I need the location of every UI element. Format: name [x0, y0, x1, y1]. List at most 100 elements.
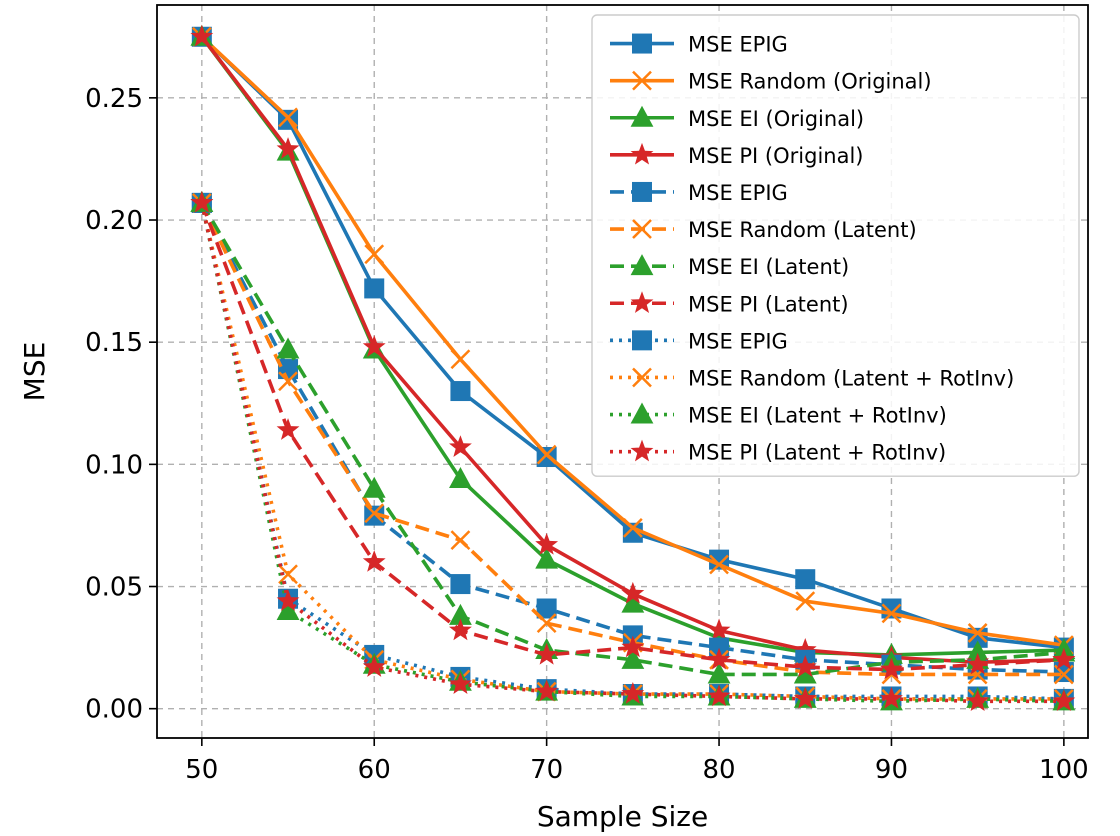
- data-point: [450, 530, 471, 550]
- data-point: [364, 505, 385, 526]
- legend-item: MSE PI (Latent + RotInv): [610, 439, 946, 465]
- legend-label: MSE EI (Latent): [688, 255, 849, 279]
- legend-label: MSE PI (Original): [688, 144, 864, 168]
- data-point: [190, 24, 214, 47]
- data-point: [622, 517, 643, 538]
- data-point: [621, 591, 645, 613]
- legend-item: MSE Random (Original): [610, 70, 932, 94]
- legend-label: MSE Random (Original): [688, 70, 932, 94]
- legend-marker: [630, 291, 654, 313]
- data-point: [1052, 647, 1076, 670]
- data-point: [536, 447, 557, 468]
- data-point: [535, 679, 559, 702]
- data-point: [709, 637, 730, 658]
- legend-marker: [632, 219, 652, 239]
- legend-label: MSE EPIG: [688, 181, 788, 205]
- data-point: [966, 689, 990, 712]
- data-point: [621, 581, 645, 604]
- y-tick-label: 0.00: [85, 695, 143, 725]
- data-point: [707, 684, 731, 707]
- legend-item: MSE EPIG: [610, 181, 788, 205]
- y-tick-label: 0.05: [85, 573, 143, 603]
- data-point: [276, 137, 300, 159]
- legend-marker: [630, 105, 654, 127]
- data-point: [362, 476, 386, 498]
- series-mse-pi-latent-dashed: [190, 190, 1076, 680]
- data-point: [449, 618, 472, 641]
- y-tick-label: 0.25: [85, 84, 143, 114]
- legend-item: MSE Random (Latent): [610, 218, 917, 242]
- legend-marker: [632, 33, 652, 54]
- data-point: [967, 623, 988, 643]
- legend-item: MSE EPIG: [610, 33, 788, 57]
- data-point: [362, 335, 386, 357]
- series-mse-random-original-solid: [191, 26, 1074, 656]
- legend-label: MSE EI (Original): [688, 107, 864, 131]
- legend-marker: [632, 181, 652, 202]
- legend-label: MSE PI (Latent + RotInv): [688, 441, 946, 465]
- data-point: [276, 589, 300, 611]
- legend-label: MSE EPIG: [688, 33, 788, 57]
- data-point: [793, 638, 817, 660]
- data-point: [450, 381, 471, 402]
- legend-label: MSE EPIG: [688, 329, 788, 353]
- series-line: [200, 202, 1064, 672]
- data-point: [278, 371, 298, 392]
- legend-marker: [630, 142, 654, 165]
- data-point: [362, 550, 386, 572]
- x-tick-label: 100: [1039, 755, 1089, 785]
- data-point: [449, 467, 472, 489]
- data-point: [278, 107, 298, 128]
- data-point: [621, 647, 645, 669]
- data-point: [278, 359, 299, 380]
- data-point: [536, 613, 557, 634]
- data-point: [621, 682, 645, 704]
- x-tick-label: 60: [358, 755, 391, 785]
- data-point: [536, 598, 557, 619]
- legend-label: MSE Random (Latent): [688, 218, 917, 242]
- legend-item: MSE Random (Latent + RotInv): [610, 366, 1014, 390]
- legend-item: MSE EPIG: [610, 329, 788, 353]
- y-tick-label: 0.15: [85, 328, 143, 358]
- x-tick-label: 70: [530, 755, 563, 785]
- data-point: [880, 657, 903, 680]
- legend-marker: [630, 254, 654, 276]
- data-point: [880, 686, 903, 709]
- data-point: [709, 554, 729, 575]
- data-point: [276, 418, 300, 440]
- data-point: [276, 337, 300, 359]
- data-point: [707, 662, 731, 684]
- legend-label: MSE Random (Latent + RotInv): [688, 366, 1014, 390]
- data-point: [966, 652, 990, 675]
- data-point: [449, 435, 472, 457]
- data-point: [535, 532, 559, 555]
- data-point: [449, 603, 472, 625]
- data-point: [1053, 662, 1074, 683]
- data-point: [535, 642, 559, 665]
- legend-marker: [630, 439, 654, 462]
- x-tick-label: 80: [703, 755, 736, 785]
- x-tick-label: 50: [185, 755, 218, 785]
- series-line: [200, 201, 1065, 677]
- data-point: [364, 278, 385, 299]
- legend-box: [591, 14, 1080, 477]
- data-point: [793, 662, 817, 684]
- legend-item: MSE PI (Latent): [610, 291, 849, 316]
- series-layer: [190, 24, 1076, 712]
- legend: MSE EPIG MSE Random (Original) MSE EI (Ori…: [591, 14, 1080, 477]
- data-point: [793, 655, 817, 677]
- data-point: [622, 522, 643, 543]
- data-point: [364, 244, 385, 265]
- legend-marker: [632, 367, 652, 388]
- legend-marker: [630, 402, 654, 424]
- data-point: [276, 598, 300, 620]
- data-point: [449, 672, 472, 694]
- data-point: [707, 618, 731, 641]
- data-point: [536, 444, 557, 465]
- data-point: [278, 564, 298, 585]
- data-point: [707, 647, 731, 670]
- legend-label: MSE EI (Latent + RotInv): [688, 404, 947, 428]
- legend-item: MSE PI (Original): [610, 142, 864, 168]
- legend-marker: [632, 70, 652, 91]
